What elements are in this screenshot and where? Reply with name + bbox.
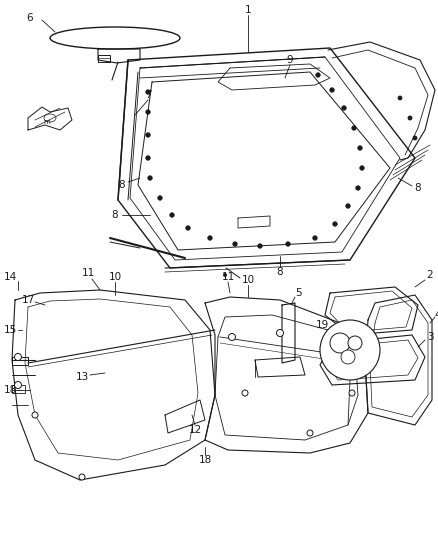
- Circle shape: [14, 353, 21, 360]
- Circle shape: [330, 88, 334, 92]
- Circle shape: [170, 213, 174, 217]
- Circle shape: [320, 320, 380, 380]
- Text: 14: 14: [4, 272, 17, 282]
- Text: 10: 10: [241, 275, 254, 285]
- Text: 16: 16: [337, 352, 347, 361]
- Text: 8: 8: [415, 183, 421, 193]
- Circle shape: [146, 156, 150, 160]
- Circle shape: [32, 412, 38, 418]
- Circle shape: [341, 350, 355, 364]
- Text: 8: 8: [119, 180, 125, 190]
- Text: 11: 11: [81, 268, 95, 278]
- Circle shape: [258, 244, 262, 248]
- Circle shape: [242, 390, 248, 396]
- Text: 2: 2: [427, 270, 433, 280]
- Circle shape: [342, 106, 346, 110]
- Circle shape: [398, 96, 402, 100]
- Text: 1: 1: [245, 5, 251, 15]
- Text: 4: 4: [434, 310, 438, 320]
- Text: 8: 8: [112, 210, 118, 220]
- Text: 6: 6: [27, 13, 33, 23]
- Text: 19: 19: [315, 320, 328, 330]
- Text: 3: 3: [427, 332, 433, 342]
- Circle shape: [352, 126, 356, 130]
- Text: 8: 8: [277, 267, 283, 277]
- Circle shape: [208, 236, 212, 240]
- Text: 15: 15: [4, 325, 17, 335]
- Circle shape: [148, 176, 152, 180]
- Text: 5: 5: [295, 288, 301, 298]
- Text: 14: 14: [335, 335, 345, 344]
- Circle shape: [14, 382, 21, 389]
- Circle shape: [356, 186, 360, 190]
- Circle shape: [229, 334, 236, 341]
- Circle shape: [413, 136, 417, 140]
- Text: 13: 13: [75, 372, 88, 382]
- Text: 10: 10: [109, 272, 122, 282]
- Circle shape: [313, 236, 317, 240]
- Circle shape: [186, 226, 190, 230]
- Text: 18: 18: [198, 455, 212, 465]
- Circle shape: [330, 333, 350, 353]
- Circle shape: [360, 166, 364, 170]
- Circle shape: [158, 196, 162, 200]
- Text: 12: 12: [188, 425, 201, 435]
- Circle shape: [358, 146, 362, 150]
- Circle shape: [233, 242, 237, 246]
- Text: 11: 11: [221, 272, 235, 282]
- Circle shape: [146, 90, 150, 94]
- Text: m: m: [44, 119, 50, 125]
- Circle shape: [286, 242, 290, 246]
- Text: 9: 9: [287, 55, 293, 65]
- Text: 17: 17: [21, 295, 35, 305]
- Circle shape: [79, 474, 85, 480]
- Circle shape: [276, 329, 283, 336]
- Text: 7: 7: [145, 90, 151, 100]
- Circle shape: [348, 336, 362, 350]
- Circle shape: [316, 73, 320, 77]
- Circle shape: [146, 133, 150, 137]
- Circle shape: [333, 222, 337, 226]
- Circle shape: [223, 273, 226, 277]
- Text: 18: 18: [4, 385, 17, 395]
- Circle shape: [349, 390, 355, 396]
- Circle shape: [346, 204, 350, 208]
- Circle shape: [146, 110, 150, 114]
- Circle shape: [307, 430, 313, 436]
- Circle shape: [408, 116, 412, 120]
